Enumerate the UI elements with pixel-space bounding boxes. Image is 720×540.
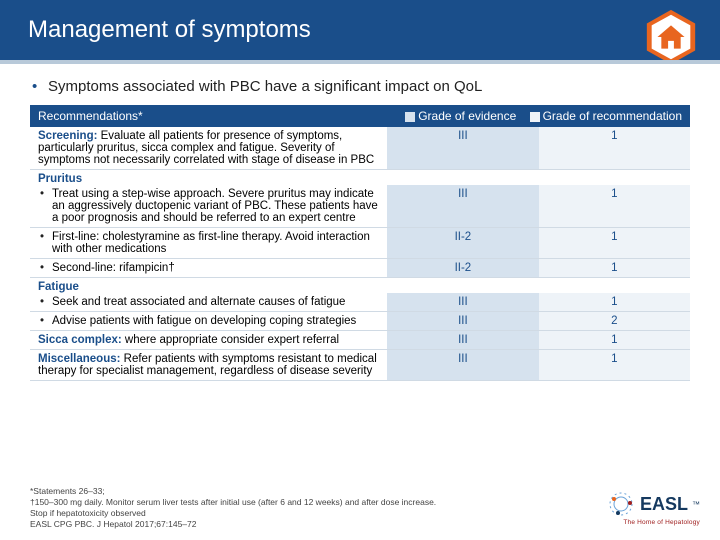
recommendation-cell: Fatigue (30, 278, 690, 294)
evidence-cell: III (387, 350, 538, 381)
recommendation-cell: Treat using a step-wise approach. Severe… (30, 185, 387, 228)
recommendation-grade-cell: 1 (539, 127, 690, 170)
recommendation-cell: Seek and treat associated and alternate … (30, 293, 387, 312)
footnote-line: Stop if hepatotoxicity observed (30, 508, 590, 519)
recommendation-grade-cell: 1 (539, 185, 690, 228)
table-row: First-line: cholestyramine as first-line… (30, 228, 690, 259)
home-icon[interactable] (642, 8, 700, 66)
recommendation-cell: First-line: cholestyramine as first-line… (30, 228, 387, 259)
footnotes: *Statements 26–33; †150–300 mg daily. Mo… (30, 486, 590, 530)
footnote-line: *Statements 26–33; (30, 486, 590, 497)
brand-tm: ™ (692, 500, 700, 509)
content-area: Symptoms associated with PBC have a sign… (0, 60, 720, 381)
recommendation-cell: Screening: Evaluate all patients for pre… (30, 127, 387, 170)
brand-name: EASL (640, 494, 688, 515)
evidence-cell: III (387, 312, 538, 331)
recommendation-grade-cell: 1 (539, 259, 690, 278)
brand-tagline: The Home of Hepatology (606, 519, 700, 526)
table-row: Fatigue (30, 278, 690, 294)
table-row: Screening: Evaluate all patients for pre… (30, 127, 690, 170)
table-row: Advise patients with fatigue on developi… (30, 312, 690, 331)
evidence-cell: III (387, 293, 538, 312)
legend-swatch-evidence (405, 112, 415, 122)
table-row: Second-line: rifampicin†II-21 (30, 259, 690, 278)
footnote-line: EASL CPG PBC. J Hepatol 2017;67:145–72 (30, 519, 590, 530)
table-row: Treat using a step-wise approach. Severe… (30, 185, 690, 228)
page-title: Management of symptoms (28, 16, 311, 44)
legend-recommendation-label: Grade of recommendation (543, 109, 682, 123)
intro-bullet: Symptoms associated with PBC have a sign… (30, 78, 690, 95)
recommendation-grade-cell: 1 (539, 228, 690, 259)
legend-swatch-recommendation (530, 112, 540, 122)
recommendation-cell: Pruritus (30, 170, 690, 186)
table-row: Miscellaneous: Refer patients with sympt… (30, 350, 690, 381)
table-row: Pruritus (30, 170, 690, 186)
evidence-cell: III (387, 127, 538, 170)
footnote-line: †150–300 mg daily. Monitor serum liver t… (30, 497, 590, 508)
recommendation-cell: Miscellaneous: Refer patients with sympt… (30, 350, 387, 381)
recommendation-cell: Sicca complex: where appropriate conside… (30, 331, 387, 350)
recommendation-cell: Advise patients with fatigue on developi… (30, 312, 387, 331)
legend-evidence-label: Grade of evidence (418, 109, 516, 123)
recommendation-cell: Second-line: rifampicin† (30, 259, 387, 278)
recommendation-grade-cell: 1 (539, 293, 690, 312)
evidence-cell: III (387, 185, 538, 228)
recommendation-grade-cell: 1 (539, 331, 690, 350)
brand-globe-icon (606, 489, 636, 519)
legend-cell: Grade of evidence Grade of recommendatio… (387, 105, 690, 127)
table-row: Seek and treat associated and alternate … (30, 293, 690, 312)
recommendation-grade-cell: 2 (539, 312, 690, 331)
brand-logo-block: EASL ™ The Home of Hepatology (606, 489, 700, 526)
recommendation-grade-cell: 1 (539, 350, 690, 381)
evidence-cell: III (387, 331, 538, 350)
evidence-cell: II-2 (387, 259, 538, 278)
col-header-recommendations: Recommendations* (30, 105, 387, 127)
header-band: Management of symptoms (0, 0, 720, 60)
evidence-cell: II-2 (387, 228, 538, 259)
table-row: Sicca complex: where appropriate conside… (30, 331, 690, 350)
recommendations-table: Recommendations* Grade of evidence Grade… (30, 105, 690, 381)
